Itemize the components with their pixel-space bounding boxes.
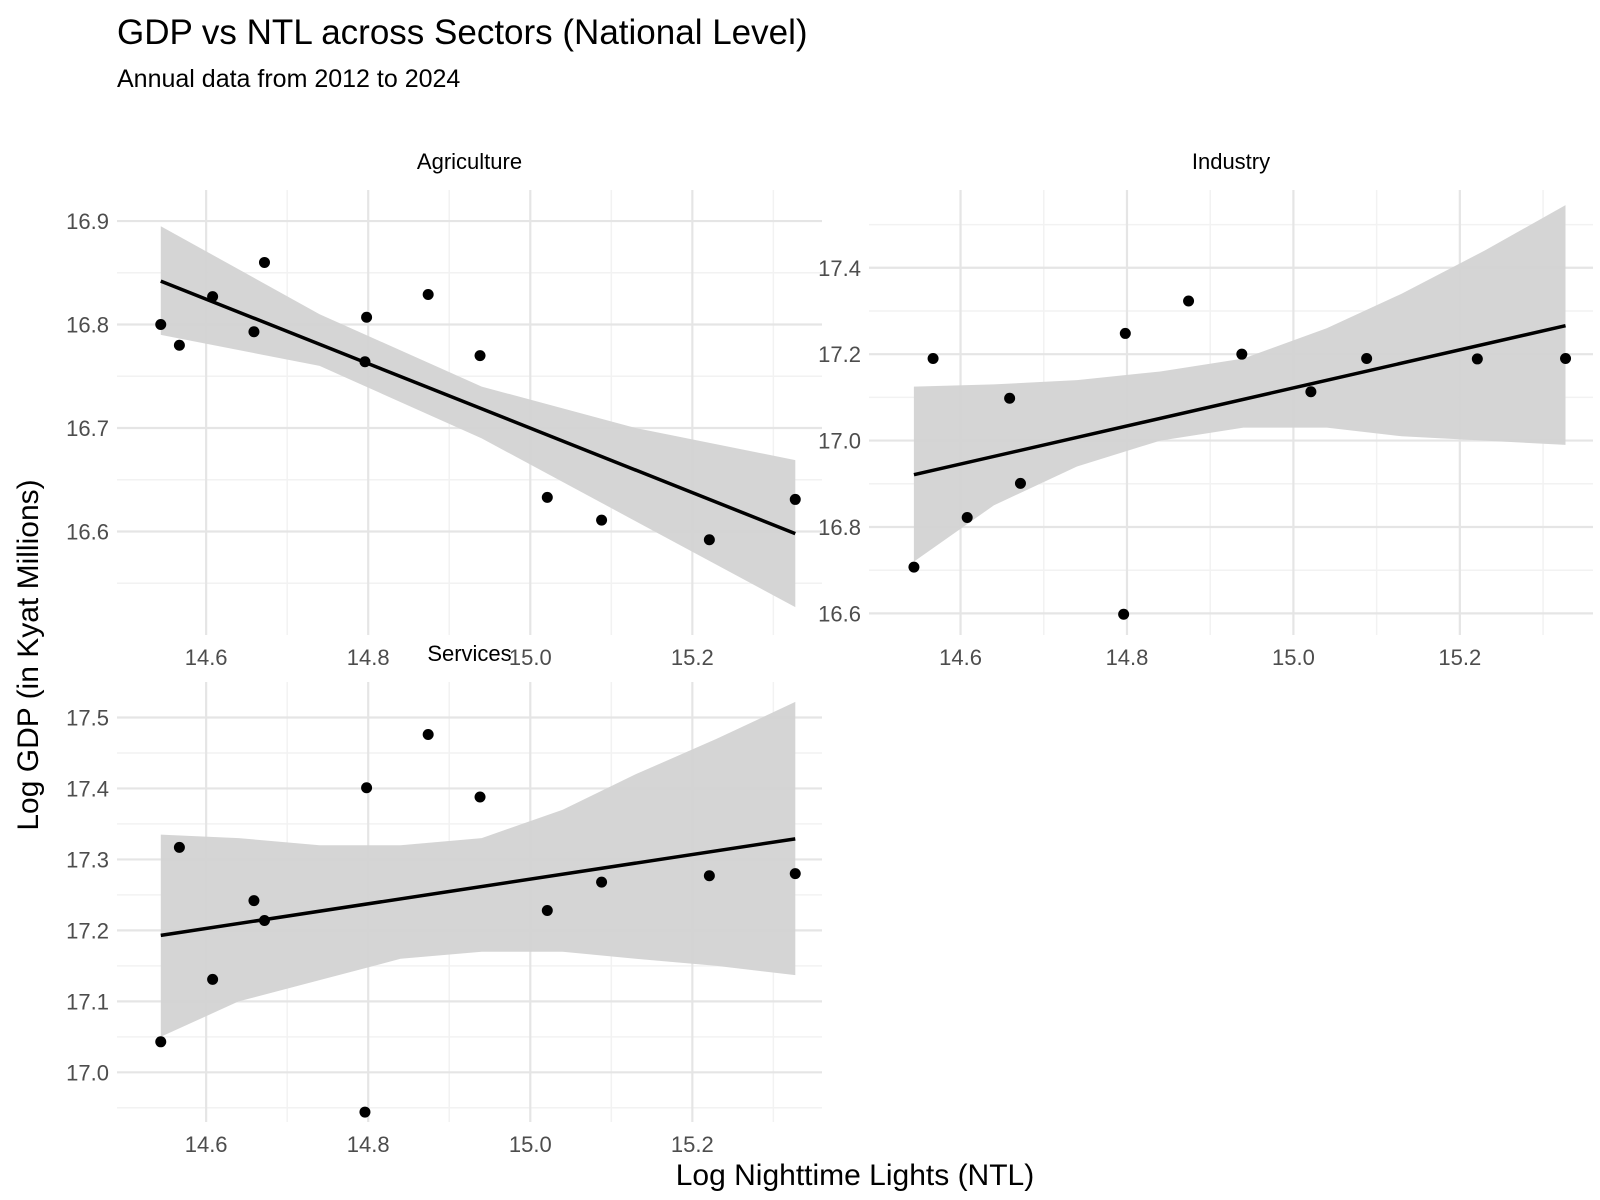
data-point <box>248 895 260 907</box>
data-point <box>908 561 920 573</box>
x-tick-label: 15.2 <box>1438 645 1481 670</box>
y-tick-label: 17.0 <box>66 1060 109 1085</box>
data-point <box>596 514 608 526</box>
confidence-band <box>160 226 796 608</box>
data-point <box>1183 295 1195 307</box>
data-point <box>155 319 167 331</box>
data-point <box>248 326 260 338</box>
regression-line <box>160 837 796 938</box>
x-tick-label: 14.8 <box>347 1132 390 1157</box>
data-point <box>258 256 270 268</box>
y-tick-label: 17.4 <box>66 776 109 801</box>
y-tick-label: 17.0 <box>818 429 861 454</box>
data-point <box>541 491 553 503</box>
data-point <box>422 729 434 741</box>
x-tick-label: 14.6 <box>185 645 228 670</box>
y-tick-label: 16.9 <box>66 209 109 234</box>
panel-strip-label: Industry <box>1192 149 1270 174</box>
panel-strip-label: Agriculture <box>417 149 522 174</box>
regression-line <box>913 323 1566 477</box>
data-point <box>361 782 373 794</box>
data-point <box>961 511 973 523</box>
data-point <box>361 311 373 323</box>
panel-industry: Industry 14.6 14.8 15.0 15.2 16.6 16.8 17.0 17.2… <box>818 149 1593 670</box>
data-point <box>703 870 715 882</box>
confidence-band <box>913 205 1566 562</box>
x-tick-label: 15.2 <box>671 645 714 670</box>
data-point <box>927 352 939 364</box>
data-point <box>1004 392 1016 404</box>
panel-services: Services 14.6 14.8 15.0 15.2 17.0 17.1 17.2 17.3… <box>66 641 822 1157</box>
regression-line <box>160 279 796 536</box>
data-point <box>1361 352 1373 364</box>
x-tick-label: 15.2 <box>671 1132 714 1157</box>
facet-panels: Agriculture 14.6 14.8 15.0 15.2 16.6 16.7 16.8 1… <box>66 149 1593 1157</box>
y-tick-label: 16.7 <box>66 416 109 441</box>
y-tick-label: 16.8 <box>66 313 109 338</box>
data-point <box>359 1106 371 1118</box>
y-tick-label: 17.5 <box>66 705 109 730</box>
panel-agriculture: Agriculture 14.6 14.8 15.0 15.2 16.6 16.7 16.8 1… <box>66 149 822 670</box>
data-point <box>703 534 715 546</box>
data-point <box>789 493 801 505</box>
x-tick-label: 14.6 <box>939 645 982 670</box>
data-point <box>474 791 486 803</box>
data-point <box>1119 327 1131 339</box>
data-point <box>1560 352 1572 364</box>
data-point <box>596 876 608 888</box>
data-point <box>1014 477 1026 489</box>
data-point <box>789 868 801 880</box>
x-tick-label: 14.8 <box>1106 645 1149 670</box>
y-tick-label: 17.2 <box>818 342 861 367</box>
y-axis-title: Log GDP (in Kyat Millions) <box>12 479 45 830</box>
data-point <box>474 350 486 362</box>
data-point <box>1236 348 1248 360</box>
x-tick-label: 14.6 <box>185 1132 228 1157</box>
data-point <box>173 339 185 351</box>
chart-title: GDP vs NTL across Sectors (National Leve… <box>117 13 808 52</box>
data-point <box>541 905 553 917</box>
data-point <box>155 1036 167 1048</box>
chart-subtitle: Annual data from 2012 to 2024 <box>117 65 460 93</box>
data-point <box>207 973 219 985</box>
panel-strip-label: Services <box>427 641 511 666</box>
y-tick-label: 16.6 <box>818 601 861 626</box>
x-tick-label: 15.0 <box>509 645 552 670</box>
y-tick-label: 17.2 <box>66 918 109 943</box>
data-point <box>1118 608 1130 620</box>
x-tick-label: 15.0 <box>1272 645 1315 670</box>
x-tick-label: 15.0 <box>509 1132 552 1157</box>
data-point <box>173 841 185 853</box>
y-tick-label: 17.1 <box>66 989 109 1014</box>
x-tick-label: 14.8 <box>347 645 390 670</box>
data-point <box>1471 353 1483 365</box>
y-tick-label: 17.3 <box>66 847 109 872</box>
data-point <box>422 289 434 301</box>
confidence-band <box>160 701 796 1037</box>
y-tick-label: 17.4 <box>818 256 861 281</box>
y-tick-label: 16.6 <box>66 520 109 545</box>
y-tick-label: 16.8 <box>818 515 861 540</box>
data-point <box>1305 386 1317 398</box>
x-axis-title: Log Nighttime Lights (NTL) <box>676 1159 1034 1192</box>
